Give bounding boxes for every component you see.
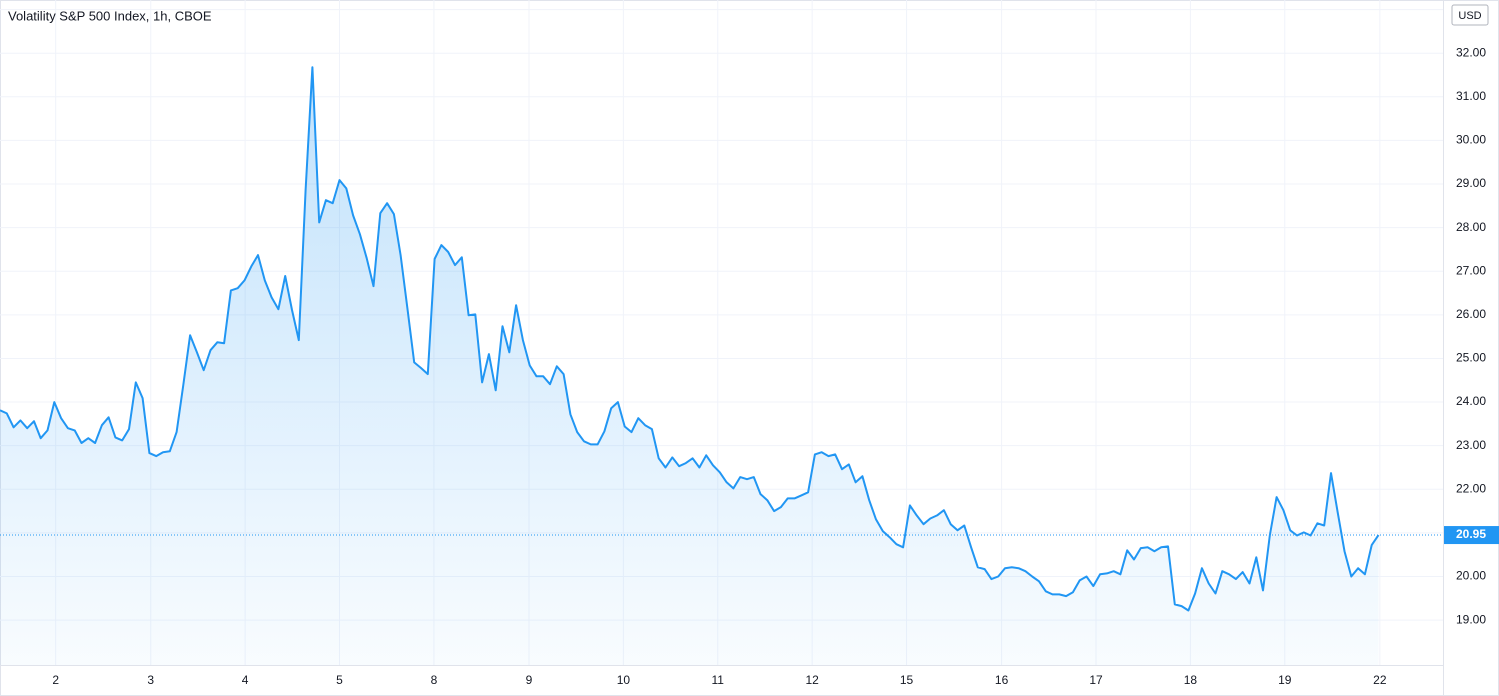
x-tick-label: 4	[242, 673, 249, 687]
currency-box[interactable]	[1451, 4, 1489, 26]
y-tick-label: 29.00	[1456, 176, 1486, 190]
last-price-label: 20.95	[1456, 527, 1486, 541]
y-tick-label: 30.00	[1456, 133, 1486, 147]
x-tick-label: 5	[336, 673, 343, 687]
y-tick-label: 19.00	[1456, 612, 1486, 626]
x-tick-label: 12	[805, 673, 819, 687]
currency-label[interactable]: USD	[1458, 10, 1481, 22]
x-tick-label: 15	[900, 673, 914, 687]
x-tick-label: 8	[431, 673, 438, 687]
y-tick-label: 32.00	[1456, 45, 1486, 59]
x-tick-label: 19	[1278, 673, 1292, 687]
y-tick-label: 28.00	[1456, 220, 1486, 234]
y-tick-label: 22.00	[1456, 481, 1486, 495]
x-tick-label: 9	[526, 673, 533, 687]
y-tick-label: 24.00	[1456, 394, 1486, 408]
y-tick-label: 25.00	[1456, 351, 1486, 365]
x-tick-label: 18	[1184, 673, 1198, 687]
x-tick-label: 2	[52, 673, 59, 687]
x-tick-label: 10	[617, 673, 631, 687]
last-price-box	[1444, 526, 1499, 545]
x-tick-label: 22	[1373, 673, 1387, 687]
y-tick-label: 26.00	[1456, 307, 1486, 321]
x-tick-label: 11	[712, 673, 725, 687]
y-tick-label: 20.00	[1456, 569, 1486, 583]
chart-title: Volatility S&P 500 Index, 1h, CBOE	[8, 8, 212, 23]
x-tick-label: 16	[995, 673, 1009, 687]
area-fill	[0, 67, 1379, 665]
x-tick-label: 3	[147, 673, 154, 687]
grid	[0, 0, 1443, 665]
price-line	[0, 66, 1380, 612]
plot-area	[0, 66, 1443, 665]
y-tick-label: 23.00	[1456, 438, 1486, 452]
x-tick-label: 17	[1089, 673, 1103, 687]
y-tick-label: 31.00	[1456, 89, 1486, 103]
y-tick-label: 27.00	[1456, 263, 1486, 277]
